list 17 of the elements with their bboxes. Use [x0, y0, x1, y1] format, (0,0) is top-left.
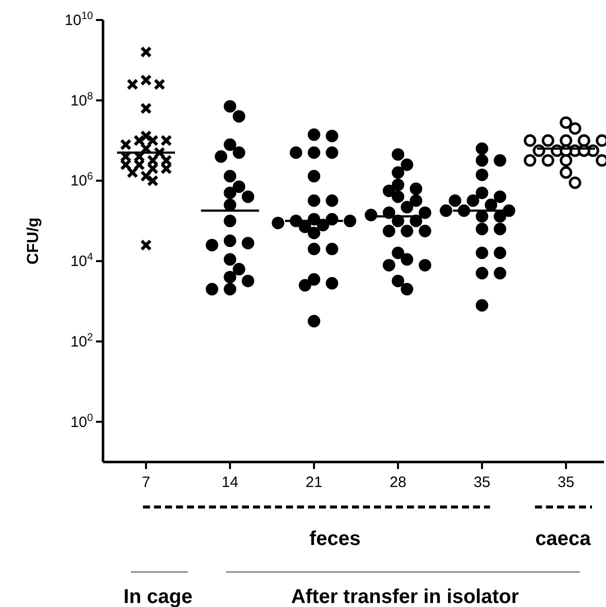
x-tick-label: 28 [390, 474, 406, 491]
y-tick-label: 10$^{6}$ [70, 170, 94, 190]
x-tick-label: 35 [474, 474, 490, 491]
x-tick-label: 14 [222, 474, 238, 491]
x-tick-label: 35 [558, 474, 574, 491]
y-tick-label: 10$^{0}$ [70, 412, 94, 431]
y-axis-title: CFU/g [25, 217, 42, 265]
y-tick-label: 10$^{8}$ [70, 90, 94, 110]
text: In cage [124, 586, 192, 607]
x-tick-label: 7 [142, 474, 150, 491]
x-tick-label: 21 [306, 474, 322, 491]
text: After transfer in isolator [291, 586, 520, 607]
y-tick-label: 10$^{4}$ [70, 251, 94, 270]
text: caeca [535, 528, 592, 550]
y-tick-label: 10$^{2}$ [70, 331, 94, 350]
y-tick-label: 10$^{10}$ [64, 10, 94, 29]
text: feces [309, 528, 361, 550]
